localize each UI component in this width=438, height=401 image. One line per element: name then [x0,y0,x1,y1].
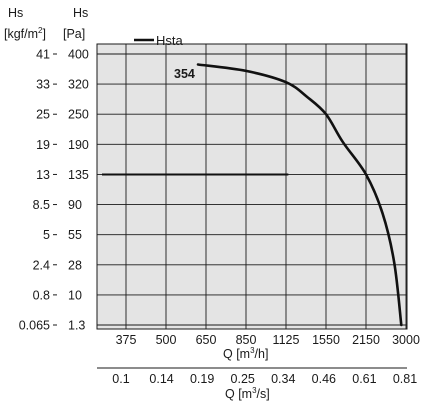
q-m3h-tick-label: 3000 [392,333,420,347]
kgf-tick-label: 2.4 [33,258,50,272]
kgf-tick-label: 25 [36,108,50,122]
pa-tick-label: 10 [68,288,82,302]
kgf-tick-label: 5 [43,228,50,242]
q-m3h-title-prefix: Q [m [223,347,250,361]
q-m3h-tick-label: 1550 [312,333,340,347]
kgf-tick-label: 33 [36,78,50,92]
q-m3s-tick-label: 0.1 [112,372,129,386]
q-m3s-tick-label: 0.34 [271,372,295,386]
q-m3s-tick-label: 0.81 [393,372,417,386]
kgf-unit-prefix: [kgf/m [4,27,38,41]
kgf-axis-unit-line2: [kgf/m2] [4,26,46,41]
kgf-tick-label: 0.8 [33,288,50,302]
pa-tick-label: 90 [68,198,82,212]
q-m3h-tick-label: 375 [116,333,137,347]
pa-tick-label: 28 [68,258,82,272]
q-m3h-tick-label: 650 [196,333,217,347]
q-m3s-tick-label: 0.25 [231,372,255,386]
kgf-unit-superscript: 2 [38,26,43,35]
legend: Hsta [134,33,184,48]
q-m3s-title-superscript: 3 [252,386,257,395]
q-m3s-tick-label: 0.19 [190,372,214,386]
q-m3s-tick-label: 0.61 [352,372,376,386]
pa-tick-label: 1.3 [68,319,85,333]
pa-tick-label: 250 [68,108,89,122]
q-m3s-title-prefix: Q [m [225,387,252,401]
q-m3h-title-superscript: 3 [250,346,255,355]
axes: Hs[kgf/m2]Hs[Pa]41332519138.552.40.80.06… [4,6,420,401]
curve-value-label: 354 [174,67,195,81]
q-m3s-tick-label: 0.46 [312,372,336,386]
kgf-unit-suffix: ] [43,27,46,41]
pa-tick-label: 190 [68,138,89,152]
kgf-tick-label: 13 [36,168,50,182]
pa-tick-label: 320 [68,78,89,92]
q-m3h-tick-label: 1125 [273,333,300,347]
pa-axis-unit-line1: Hs [73,6,88,20]
q-m3h-title-suffix: /h] [255,347,269,361]
plot-background [96,43,408,330]
pa-axis-unit-line2: [Pa] [63,27,85,41]
kgf-tick-label: 19 [36,138,50,152]
plot-area: 354 [96,43,408,330]
q-m3h-tick-label: 2150 [352,333,380,347]
legend-label-hsta: Hsta [156,33,184,48]
q-m3h-tick-label: 850 [236,333,257,347]
series-line-hsta [196,63,403,327]
q-m3s-title-suffix: /s] [257,387,270,401]
kgf-tick-label: 41 [36,48,50,62]
q-m3s-axis-title: Q [m3/s] [225,386,270,401]
kgf-tick-label: 0.065 [19,319,50,333]
pa-tick-label: 135 [68,168,89,182]
pa-tick-label: 55 [68,228,82,242]
q-m3h-axis-title: Q [m3/h] [223,346,268,361]
kgf-tick-label: 8.5 [33,198,50,212]
pa-tick-label: 400 [68,48,89,62]
q-m3h-tick-label: 500 [156,333,177,347]
q-m3s-tick-label: 0.14 [149,372,173,386]
kgf-axis-unit-line1: Hs [8,6,23,20]
